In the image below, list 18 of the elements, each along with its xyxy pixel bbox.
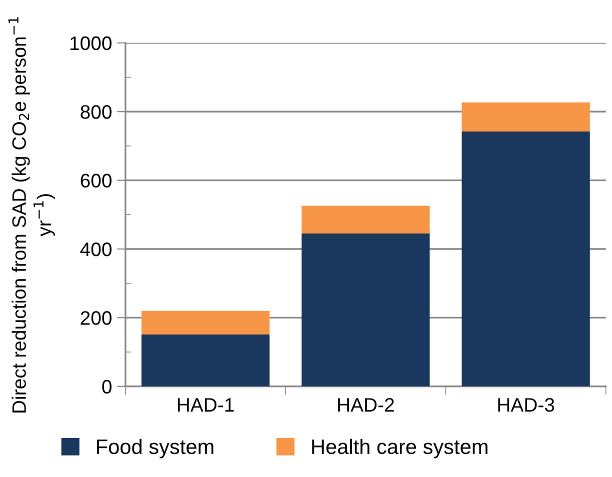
bar [141, 310, 270, 335]
bar [462, 132, 590, 386]
y-tick-label: 400 [80, 242, 112, 256]
bar [141, 334, 270, 386]
legend-label: Health care system [312, 438, 488, 458]
y-tick-label: 600 [80, 174, 112, 188]
y-tick-label: 0 [102, 380, 112, 394]
y-tick-label: 800 [80, 105, 112, 119]
bar [302, 234, 430, 386]
legend-label: Food system [97, 438, 214, 458]
text: Direct reduction from SAD (kg CO$_{2}$e person$^{−1}$ yr$^{−1}$) [8, 17, 55, 412]
y-tick-label: 200 [80, 311, 112, 325]
bar [462, 102, 590, 132]
y-tick-label: 1000 [70, 36, 112, 50]
x-tick-label: HAD-3 [498, 398, 554, 412]
x-tick-label: HAD-1 [178, 398, 234, 412]
bar [302, 206, 430, 234]
x-tick-label: HAD-2 [338, 398, 394, 412]
